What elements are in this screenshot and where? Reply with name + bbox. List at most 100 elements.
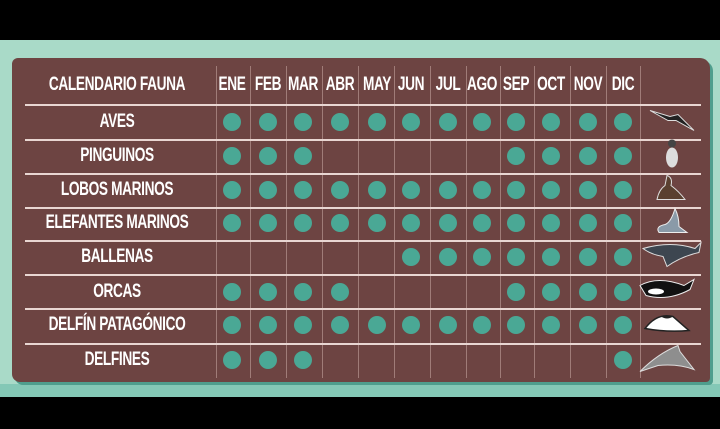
presence-dot <box>402 181 420 199</box>
month-header: FEB <box>254 74 282 95</box>
row-divider <box>25 207 701 209</box>
presence-dot <box>542 248 560 266</box>
presence-dot <box>259 147 277 165</box>
month-header: ABR <box>325 74 355 95</box>
presence-dot <box>439 113 457 131</box>
presence-dot <box>614 248 632 266</box>
presence-dot <box>223 351 241 369</box>
presence-dot <box>507 283 525 301</box>
presence-dot <box>507 316 525 334</box>
presence-dot <box>259 316 277 334</box>
presence-dot <box>579 248 597 266</box>
presence-dot <box>402 316 420 334</box>
presence-dot <box>294 316 312 334</box>
presence-dot <box>259 113 277 131</box>
row-divider <box>25 139 701 141</box>
presence-dot <box>368 113 386 131</box>
presence-dot <box>294 214 312 232</box>
presence-dot <box>331 283 349 301</box>
presence-dot <box>294 113 312 131</box>
presence-dot <box>614 214 632 232</box>
presence-dot <box>259 214 277 232</box>
presence-dot <box>439 181 457 199</box>
whale-icon <box>641 240 703 274</box>
presence-dot <box>614 316 632 334</box>
column-divider <box>640 66 641 378</box>
row-label: PINGUINOS <box>80 145 154 166</box>
row-divider <box>25 173 701 175</box>
orca-icon <box>638 276 696 309</box>
presence-dot <box>614 283 632 301</box>
presence-dot <box>259 351 277 369</box>
column-divider <box>250 66 251 378</box>
presence-dot <box>507 113 525 131</box>
column-divider <box>322 66 323 378</box>
row-divider <box>25 308 701 310</box>
presence-dot <box>507 248 525 266</box>
presence-dot <box>473 113 491 131</box>
column-divider <box>216 66 217 378</box>
presence-dot <box>542 147 560 165</box>
month-header: JUN <box>397 74 425 95</box>
presence-dot <box>331 214 349 232</box>
column-divider <box>534 66 535 378</box>
presence-dot <box>579 316 597 334</box>
column-divider <box>394 66 395 378</box>
month-header: NOV <box>573 74 603 95</box>
bird-icon <box>648 107 696 138</box>
presence-dot <box>579 113 597 131</box>
month-header: OCT <box>537 74 565 95</box>
presence-dot <box>331 181 349 199</box>
presence-dot <box>402 214 420 232</box>
presence-dot <box>542 283 560 301</box>
presence-dot <box>507 181 525 199</box>
presence-dot <box>579 214 597 232</box>
column-divider <box>286 66 287 378</box>
presence-dot <box>614 113 632 131</box>
row-label: ORCAS <box>93 281 141 302</box>
presence-dot <box>542 214 560 232</box>
row-label: LOBOS MARINOS <box>60 179 174 200</box>
column-divider <box>570 66 571 378</box>
table-title: CALENDARIO FAUNA <box>48 74 186 95</box>
presence-dot <box>439 316 457 334</box>
presence-dot <box>439 214 457 232</box>
presence-dot <box>223 283 241 301</box>
row-label: ELEFANTES MARINOS <box>45 212 189 233</box>
sea-lion-icon <box>653 174 687 207</box>
presence-dot <box>614 147 632 165</box>
column-divider <box>500 66 501 378</box>
presence-dot <box>507 214 525 232</box>
presence-dot <box>579 181 597 199</box>
presence-dot <box>294 147 312 165</box>
month-header: JUL <box>435 74 461 95</box>
presence-dot <box>473 248 491 266</box>
presence-dot <box>473 181 491 199</box>
month-header: MAY <box>362 74 392 95</box>
presence-dot <box>259 283 277 301</box>
patagonian-dolphin-icon <box>643 311 691 340</box>
row-label: DELFÍN PATAGÓNICO <box>48 314 186 335</box>
presence-dot <box>579 283 597 301</box>
month-header: SEP <box>502 74 530 95</box>
presence-dot <box>223 181 241 199</box>
column-divider <box>430 66 431 378</box>
presence-dot <box>331 113 349 131</box>
presence-dot <box>579 147 597 165</box>
month-header: ENE <box>218 74 246 95</box>
presence-dot <box>402 113 420 131</box>
row-divider <box>25 274 701 276</box>
presence-dot <box>223 214 241 232</box>
presence-dot <box>614 351 632 369</box>
row-label: AVES <box>99 111 135 132</box>
presence-dot <box>542 181 560 199</box>
background-wave <box>0 384 720 397</box>
presence-dot <box>402 248 420 266</box>
column-divider <box>466 66 467 378</box>
row-divider <box>25 343 701 345</box>
presence-dot <box>294 351 312 369</box>
month-header: MAR <box>287 74 319 95</box>
presence-dot <box>223 147 241 165</box>
presence-dot <box>473 214 491 232</box>
presence-dot <box>439 248 457 266</box>
